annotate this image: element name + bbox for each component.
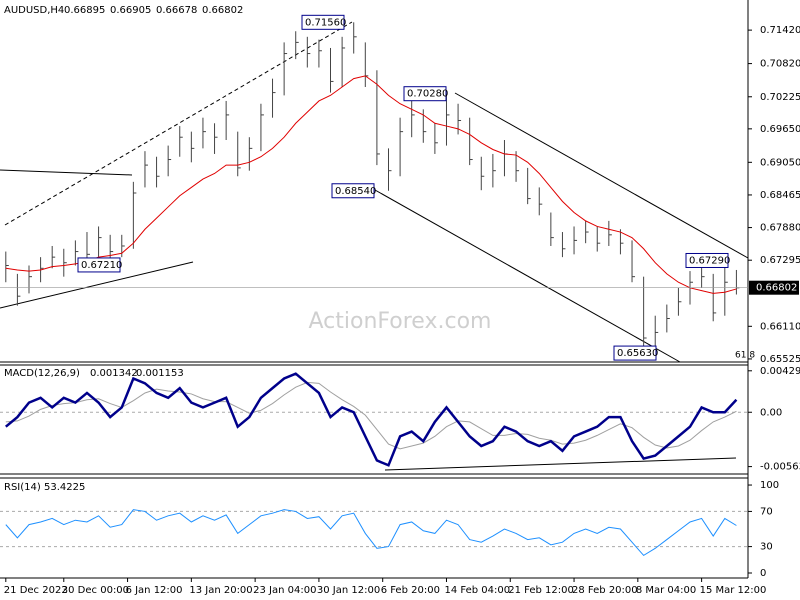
x-tick-label: 6 Feb 20:00	[381, 585, 440, 596]
y-tick-label: -0.005636	[760, 462, 800, 473]
watermark: ActionForex.com	[309, 309, 492, 334]
price-annotation-box	[331, 183, 375, 199]
y-tick-label: 100	[760, 480, 779, 491]
price-annotation: 0.71560	[305, 17, 346, 28]
x-tick-label: 23 Jan 04:00	[253, 585, 316, 596]
x-tick-label: 30 Dec 00:00	[62, 585, 129, 596]
y-tick-label: 70	[760, 506, 773, 517]
macd-line	[4, 372, 738, 467]
y-tick-label: 0.69050	[760, 157, 800, 168]
fib-label: 61.8	[735, 351, 755, 361]
channel-line	[454, 92, 749, 259]
price-annotation: 0.67210	[81, 260, 122, 271]
y-tick-label: 0.71420	[760, 25, 800, 36]
price-annotation-box	[403, 86, 447, 102]
trend-line	[0, 261, 194, 309]
y-tick-label: 0.69650	[760, 124, 800, 135]
ohlc-value: 0.66802	[202, 5, 243, 16]
price-annotation: 0.68540	[335, 186, 376, 197]
y-tick-label: 0.00	[760, 407, 782, 418]
ohlc-value: 0.66678	[156, 5, 197, 16]
macd-signal	[5, 381, 737, 450]
x-tick-label: 15 Mar 12:00	[700, 585, 767, 596]
x-tick-label: 30 Jan 12:00	[317, 585, 380, 596]
ohlc-value: 0.66895	[64, 5, 105, 16]
ohlc-value: 0.66905	[110, 5, 151, 16]
price-annotation: 0.67290	[689, 255, 730, 266]
y-tick-label: 0.68465	[760, 190, 800, 201]
current-price-box	[749, 280, 799, 295]
y-tick-label: 0.67295	[760, 255, 800, 266]
rsi-title: RSI(14)	[4, 482, 41, 493]
price-annotation-box	[77, 257, 121, 273]
y-tick-label: 0.67880	[760, 223, 800, 234]
symbol-title: AUDUSD,H4	[4, 5, 64, 16]
current-price-label: 0.66802	[756, 283, 797, 294]
macd-value: 0.001342	[90, 368, 138, 379]
price-annotation-box	[685, 252, 729, 268]
y-tick-label: 0.65525	[760, 354, 800, 365]
channel-line	[374, 189, 681, 363]
x-tick-label: 28 Feb 20:00	[572, 585, 638, 596]
trend-line	[0, 169, 133, 176]
price-annotation: 0.65630	[617, 348, 658, 359]
macd-trend-line	[384, 457, 737, 471]
price-annotation-box	[301, 14, 345, 30]
price-annotation-box	[613, 345, 657, 361]
x-tick-label: 21 Feb 12:00	[508, 585, 574, 596]
moving-average	[5, 75, 737, 294]
x-tick-label: 14 Feb 04:00	[444, 585, 510, 596]
x-tick-label: 6 Jan 12:00	[126, 585, 183, 596]
x-tick-label: 8 Mar 04:00	[636, 585, 696, 596]
rsi-value: 53.4225	[44, 482, 85, 493]
rsi-line	[5, 509, 737, 557]
price-annotation: 0.70280	[407, 89, 448, 100]
y-tick-label: 0.70820	[760, 59, 800, 70]
macd-title: MACD(12,26,9)	[4, 368, 80, 379]
y-tick-label: 0	[760, 568, 766, 579]
macd-value: 0.001153	[136, 368, 184, 379]
y-tick-label: 30	[760, 542, 773, 553]
y-tick-label: 0.70225	[760, 92, 800, 103]
y-tick-label: 0.004299	[760, 366, 800, 377]
y-tick-label: 0.66110	[760, 321, 800, 332]
x-tick-label: 21 Dec 2022	[4, 585, 68, 596]
x-tick-label: 13 Jan 20:00	[189, 585, 252, 596]
